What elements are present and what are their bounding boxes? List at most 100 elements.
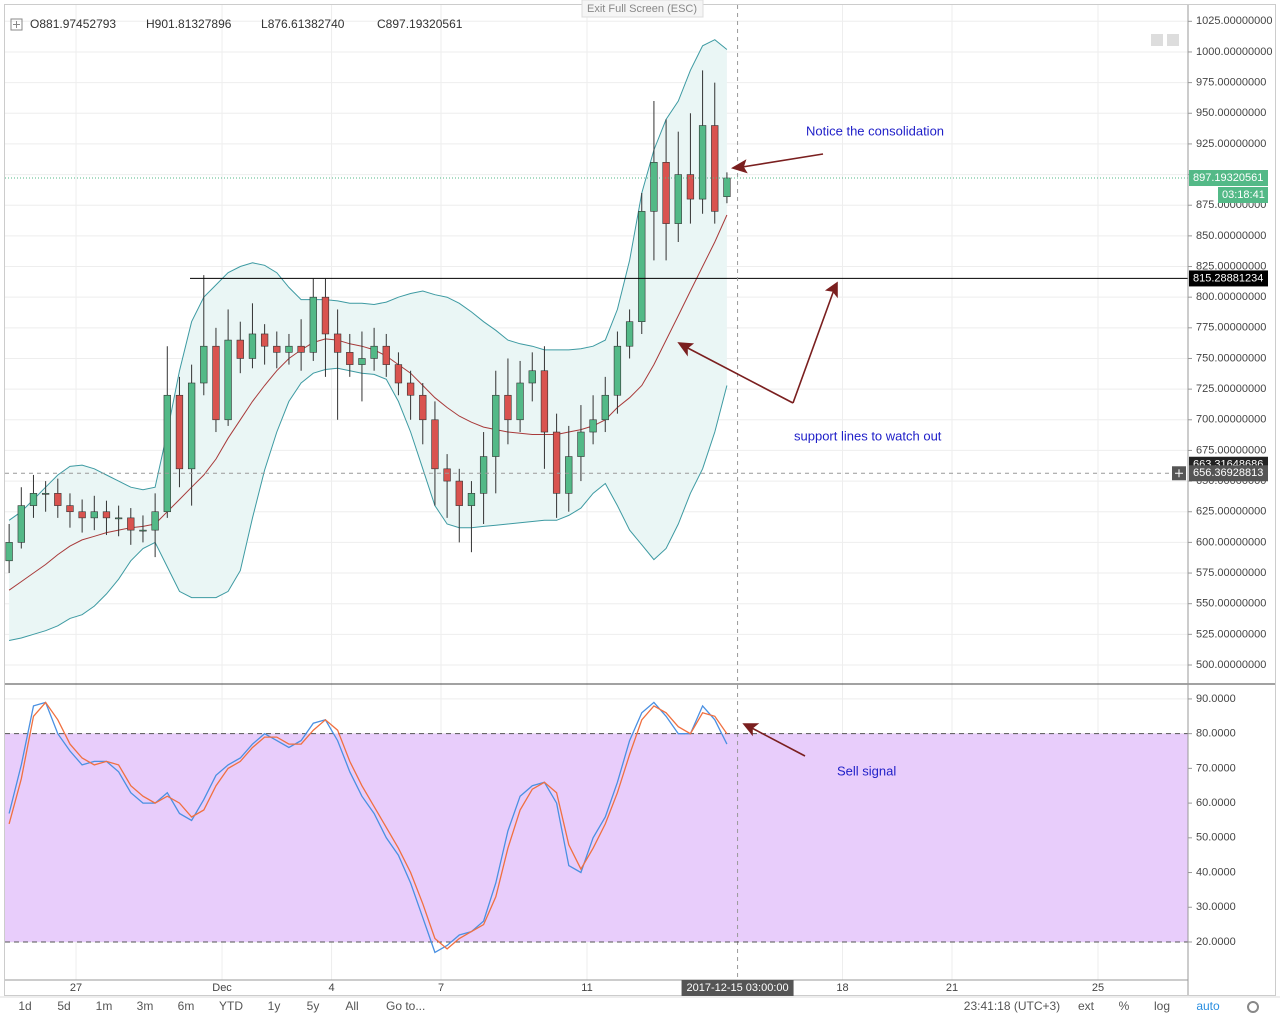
countdown-bg	[1218, 187, 1268, 204]
y-tick-label: 950.00000000	[1196, 107, 1266, 119]
annotation: Notice the consolidation	[806, 123, 944, 138]
candle-body	[723, 177, 731, 197]
annotation: support lines to watch out	[794, 428, 942, 443]
y-tick-label: 975.00000000	[1196, 77, 1266, 89]
y-tick-label: 60.0000	[1196, 797, 1236, 809]
y-tick-label: 925.00000000	[1196, 138, 1266, 150]
y-tick-label: 80.0000	[1196, 728, 1236, 740]
candle-body	[406, 382, 415, 396]
level-label: 815.28881234	[1193, 272, 1263, 284]
countdown: 03:18:41	[1222, 189, 1265, 201]
candle-body	[41, 493, 50, 495]
settings-icon[interactable]	[1247, 1001, 1259, 1013]
candle-body	[686, 174, 695, 200]
candle-body	[674, 174, 682, 224]
candle-body	[273, 345, 281, 353]
y-tick-label: 850.00000000	[1196, 230, 1266, 242]
candle-body	[698, 125, 707, 200]
candle-body	[455, 480, 463, 506]
arrow	[747, 725, 806, 757]
arrow-head	[677, 342, 695, 357]
candle-body	[625, 321, 634, 347]
y-tick-label: 30.0000	[1196, 901, 1236, 913]
range-button[interactable]: All	[345, 999, 358, 1013]
candle-body	[175, 394, 184, 470]
ohlc-value: 897.19320561	[386, 17, 463, 31]
pane-button[interactable]	[1151, 34, 1163, 46]
goto-button[interactable]: Go to...	[386, 999, 425, 1013]
option-button[interactable]: ext	[1078, 999, 1095, 1013]
range-button[interactable]: YTD	[219, 999, 243, 1013]
candle-body	[638, 211, 646, 322]
candle-body	[321, 296, 330, 335]
candle-body	[613, 345, 622, 396]
candle-body	[504, 394, 512, 421]
candle-body	[236, 339, 244, 359]
x-tick-label: 11	[581, 982, 592, 994]
ohlc-item: C897.19320561	[377, 17, 463, 31]
range-button[interactable]: 1m	[96, 999, 113, 1013]
candle-body	[17, 505, 25, 543]
ohlc-value: 881.97452793	[39, 17, 116, 31]
candle-body	[431, 419, 439, 470]
arrow-head	[742, 723, 760, 737]
expand-icon[interactable]	[10, 18, 23, 31]
pane-button[interactable]	[1167, 34, 1179, 46]
range-button[interactable]: 1d	[18, 999, 31, 1013]
y-tick-label: 500.00000000	[1196, 659, 1266, 671]
ohlc-key: H	[146, 17, 155, 31]
y-tick-label: 20.0000	[1196, 936, 1236, 948]
arrow-head	[731, 159, 748, 174]
crosshair-y-label: 656.36928813	[1193, 467, 1263, 479]
candle-body	[224, 339, 232, 421]
option-button[interactable]: log	[1154, 999, 1170, 1013]
range-button[interactable]: 5y	[307, 999, 320, 1013]
candle-body	[346, 352, 354, 365]
option-button[interactable]: auto	[1196, 999, 1220, 1013]
y-tick-label: 40.0000	[1196, 866, 1236, 878]
candle-body	[333, 333, 342, 353]
candle-body	[492, 394, 500, 457]
candle-body	[297, 345, 305, 353]
x-tick-label: 25	[1092, 982, 1104, 994]
y-tick-label: 575.00000000	[1196, 567, 1266, 579]
y-tick-label: 525.00000000	[1196, 628, 1266, 640]
x-tick-label: Dec	[212, 982, 232, 994]
range-button[interactable]: 6m	[178, 999, 195, 1013]
candle-body	[78, 511, 86, 519]
candle-body	[200, 345, 208, 384]
y-tick-label: 775.00000000	[1196, 322, 1266, 334]
range-button[interactable]: 1y	[268, 999, 281, 1013]
exit-button[interactable]: Exit Full Screen (ESC)	[587, 3, 697, 15]
x-tick-label: 4	[328, 982, 334, 994]
range-button[interactable]: 5d	[57, 999, 70, 1013]
candle-body	[114, 517, 123, 520]
crosshair-x-bg	[681, 980, 794, 996]
y-tick-label: 675.00000000	[1196, 444, 1266, 456]
candle-body	[577, 431, 585, 457]
candle-body	[5, 542, 13, 562]
candle-body	[662, 162, 670, 224]
exit-button-bg[interactable]	[581, 0, 704, 18]
option-button[interactable]: %	[1119, 999, 1130, 1013]
candle-body	[102, 511, 111, 519]
candle-body	[260, 333, 269, 347]
ohlc-value: 876.61382740	[268, 17, 345, 31]
candle-body	[479, 456, 488, 494]
range-button[interactable]: 3m	[137, 999, 154, 1013]
y-tick-label: 725.00000000	[1196, 383, 1266, 395]
arrow	[681, 344, 794, 404]
candle-body	[552, 431, 561, 494]
candle-body	[309, 296, 317, 353]
grid	[5, 5, 1188, 980]
y-tick-label: 1000.00000000	[1196, 46, 1272, 58]
candle-body	[419, 394, 427, 421]
ohlc-item: H901.81327896	[146, 17, 232, 31]
candle-body	[516, 382, 524, 421]
candle-body	[29, 493, 38, 506]
candle-body	[66, 505, 74, 513]
y-tick-label: 700.00000000	[1196, 414, 1266, 426]
ohlc-key: L	[261, 17, 268, 31]
band-line	[8, 367, 728, 641]
